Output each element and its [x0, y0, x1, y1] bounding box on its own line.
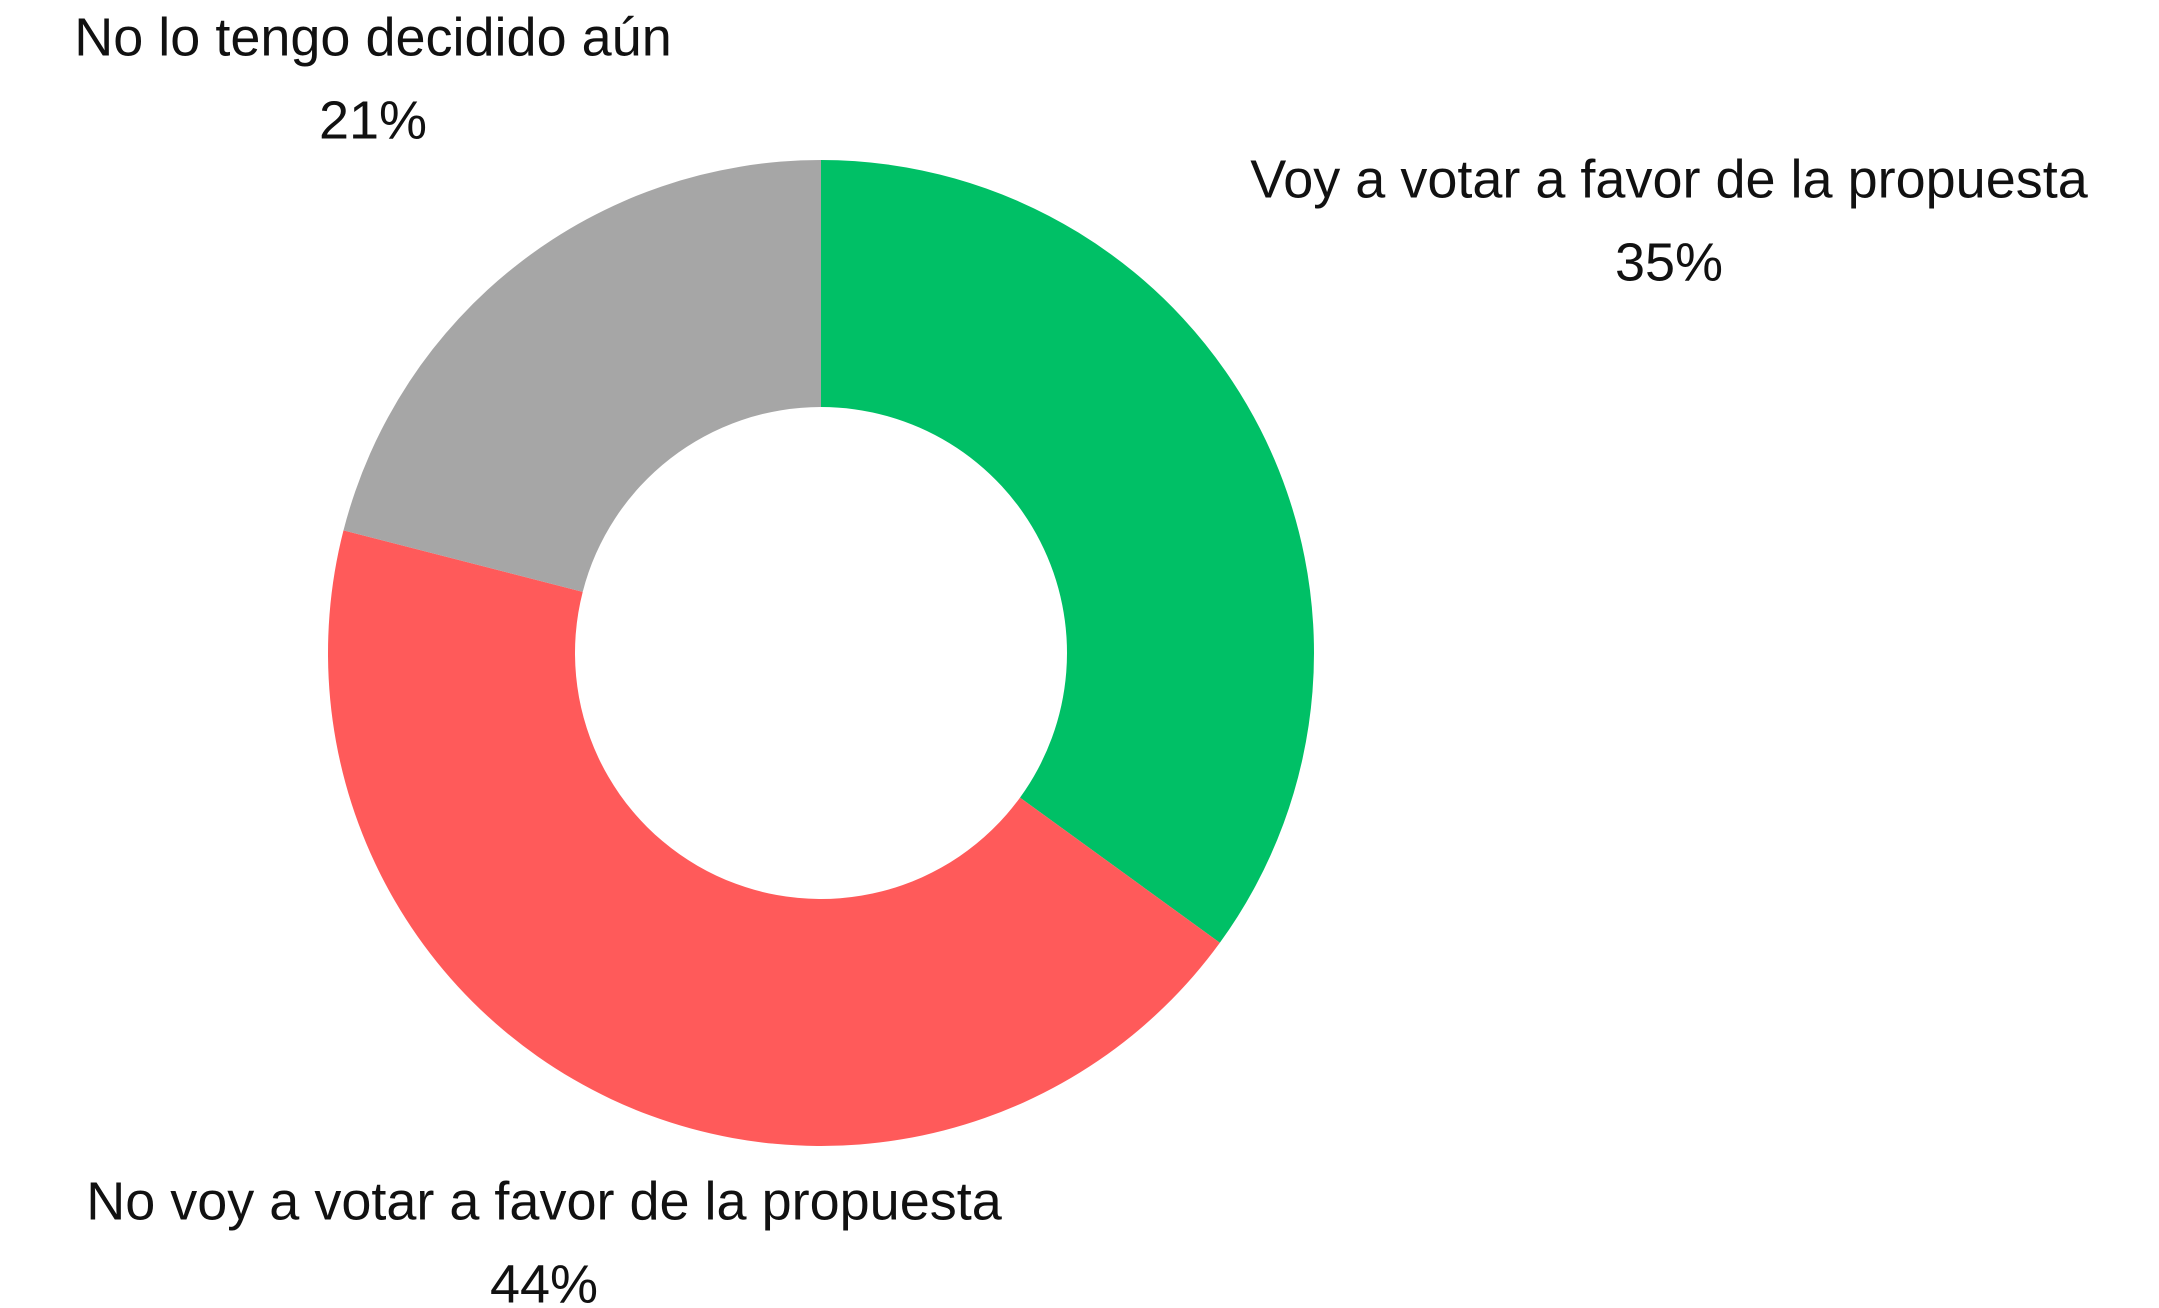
slice-label: No lo tengo decidido aún	[74, 7, 671, 67]
slice-label: No voy a votar a favor de la propuesta	[86, 1171, 1002, 1231]
slice-value-label: 21%	[319, 90, 427, 150]
donut-slice	[821, 160, 1314, 943]
donut-slice	[328, 530, 1220, 1146]
slice-label: Voy a votar a favor de la propuesta	[1250, 149, 2088, 209]
slice-value-label: 44%	[490, 1254, 598, 1308]
slice-value-label: 35%	[1615, 232, 1723, 292]
donut-slice	[343, 160, 821, 592]
